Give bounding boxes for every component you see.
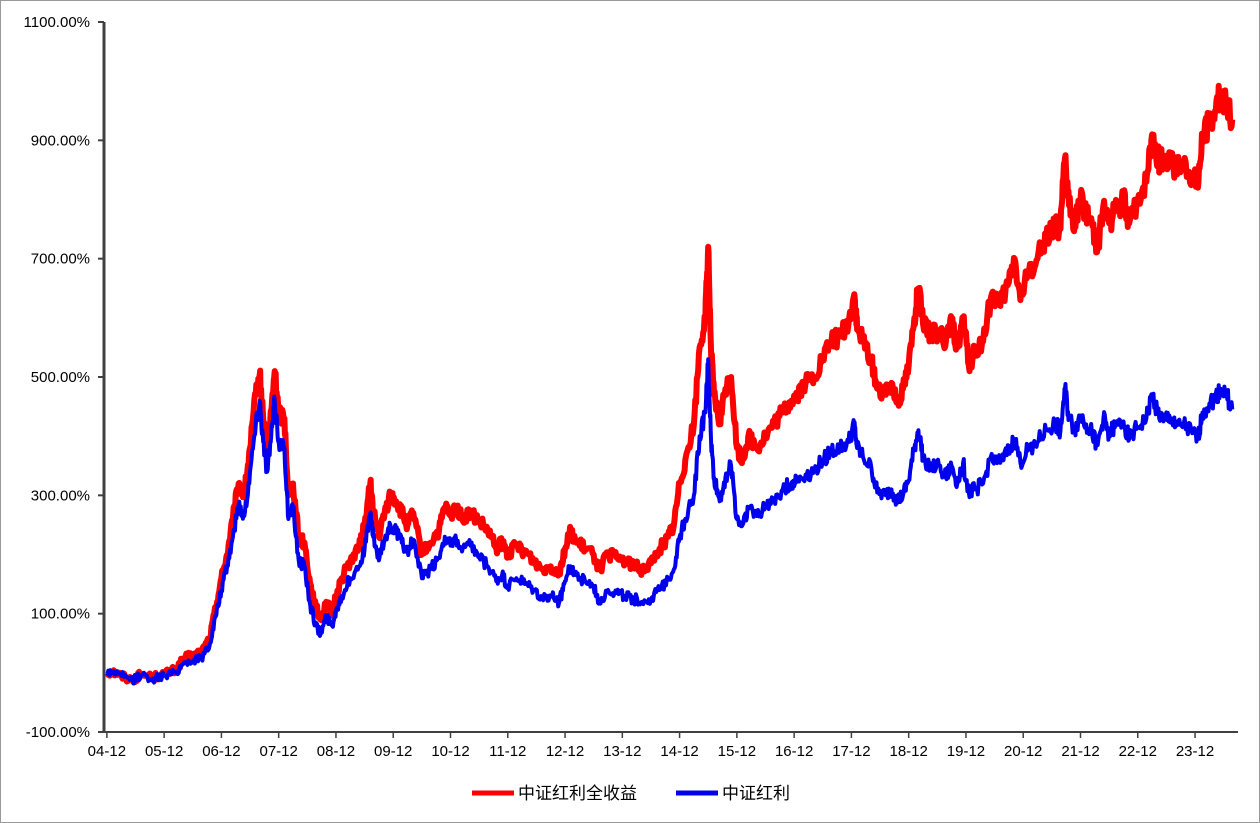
- y-tick-label: 500.00%: [31, 369, 90, 386]
- legend-label-2: 中证红利: [722, 784, 790, 804]
- x-tick-label: 04-12: [88, 743, 126, 760]
- y-tick-label: 300.00%: [31, 487, 90, 504]
- x-tick-label: 11-12: [489, 743, 526, 760]
- legend: 中证红利全收益 中证红利: [472, 784, 790, 804]
- series-line-1: [104, 82, 1236, 686]
- x-tick-label: 16-12: [775, 743, 813, 760]
- x-tick-label: 14-12: [660, 743, 698, 760]
- y-tick-label: 100.00%: [31, 606, 90, 623]
- y-tick-label: 700.00%: [31, 251, 90, 268]
- series-line-2: [105, 357, 1235, 686]
- x-axis-ticks: 04-12 05-12 06-12 07-12 08-12 09-12 10-12 11-12…: [88, 732, 1214, 760]
- y-tick-label: 1100.00%: [24, 14, 90, 31]
- x-tick-label: 15-12: [718, 743, 756, 760]
- y-axis-ticks: -100.00% 100.00% 300.00% 500.00% 700.00% 900.…: [24, 14, 104, 741]
- x-tick-label: 05-12: [145, 743, 183, 760]
- x-tick-label: 19-12: [947, 743, 985, 760]
- x-tick-label: 13-12: [603, 743, 641, 760]
- x-tick-label: 06-12: [202, 743, 240, 760]
- x-tick-label: 18-12: [889, 743, 927, 760]
- x-tick-label: 09-12: [374, 743, 412, 760]
- x-tick-label: 07-12: [259, 743, 297, 760]
- y-tick-label: 900.00%: [31, 132, 90, 149]
- x-tick-label: 20-12: [1004, 743, 1042, 760]
- series-layer: [104, 82, 1236, 686]
- x-tick-label: 17-12: [832, 743, 870, 760]
- x-tick-label: 21-12: [1061, 743, 1099, 760]
- x-tick-label: 23-12: [1176, 743, 1214, 760]
- x-tick-label: 22-12: [1119, 743, 1157, 760]
- y-tick-label: -100.00%: [26, 724, 90, 741]
- x-tick-label: 12-12: [546, 743, 584, 760]
- legend-label-1: 中证红利全收益: [518, 784, 637, 804]
- x-tick-label: 08-12: [317, 743, 355, 760]
- x-tick-label: 10-12: [431, 743, 469, 760]
